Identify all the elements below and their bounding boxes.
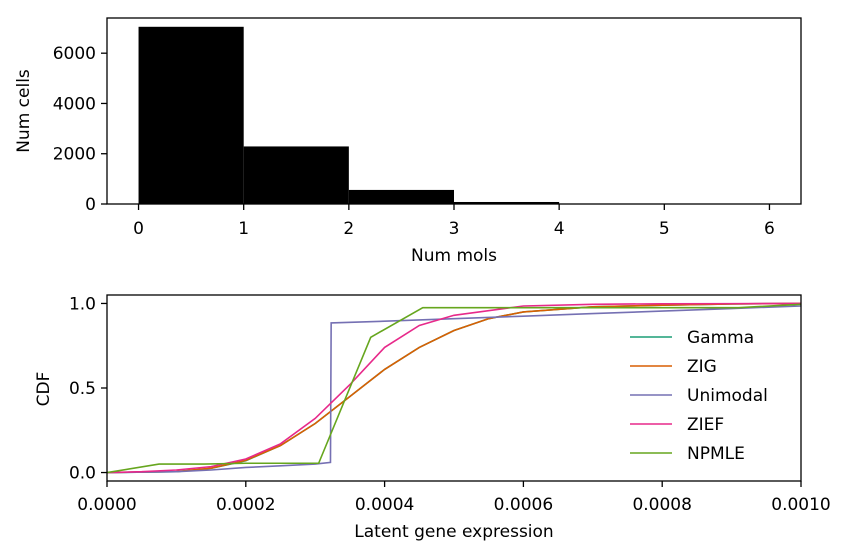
histogram-bar (243, 146, 349, 204)
x-tick-label: 6 (764, 219, 775, 239)
cdf-legend: Gamma ZIG Unimodal ZIEF NPMLE (630, 328, 768, 464)
y-tick-label: 4000 (53, 94, 96, 114)
x-tick-label: 3 (449, 219, 460, 239)
histogram-bar (348, 189, 454, 204)
histogram-y-ticks: 0 2000 4000 6000 (53, 44, 107, 215)
legend-label: ZIEF (687, 415, 724, 435)
x-tick-label: 0 (133, 219, 144, 239)
x-tick-label: 2 (343, 219, 354, 239)
x-tick-label: 4 (554, 219, 565, 239)
legend-label: Unimodal (687, 386, 768, 406)
series-line-npmle (107, 303, 801, 474)
cdf-x-label: Latent gene expression (354, 522, 553, 542)
histogram-bars (138, 26, 770, 204)
x-tick-label: 0.0010 (771, 495, 830, 515)
x-tick-label: 5 (659, 219, 670, 239)
y-tick-label: 0.5 (69, 379, 96, 399)
histogram-bar (138, 26, 244, 204)
y-tick-label: 0.0 (69, 464, 96, 484)
histogram-x-label: Num mols (411, 246, 497, 266)
x-tick-label: 1 (238, 219, 249, 239)
cdf-panel: 0.0000 0.0002 0.0004 0.0006 0.0008 0.0010 0.0… (34, 294, 831, 542)
x-tick-label: 0.0006 (494, 495, 553, 515)
y-tick-label: 1.0 (69, 294, 96, 314)
y-tick-label: 0 (85, 195, 96, 215)
histogram-panel: 0 1 2 3 4 5 6 0 2000 4000 6000 Num mols Num cells (14, 17, 802, 266)
x-tick-label: 0.0004 (355, 495, 414, 515)
cdf-y-ticks: 0.0 0.5 1.0 (69, 294, 107, 484)
cdf-y-label: CDF (34, 372, 54, 407)
legend-label: Gamma (687, 328, 754, 348)
series-line-zief (107, 302, 801, 474)
cdf-x-ticks: 0.0000 0.0002 0.0004 0.0006 0.0008 0.0010 (77, 481, 831, 515)
histogram-y-label: Num cells (14, 69, 34, 153)
x-tick-label: 0.0008 (632, 495, 691, 515)
y-tick-label: 6000 (53, 44, 96, 64)
cdf-lines (107, 302, 801, 474)
series-line-unimodal (107, 305, 801, 474)
x-tick-label: 0.0000 (77, 495, 136, 515)
histogram-x-ticks: 0 1 2 3 4 5 6 (133, 204, 775, 239)
x-tick-label: 0.0002 (216, 495, 275, 515)
legend-label: NPMLE (687, 444, 745, 464)
histogram-bar (454, 201, 560, 204)
legend-label: ZIG (687, 357, 717, 377)
y-tick-label: 2000 (53, 145, 96, 165)
